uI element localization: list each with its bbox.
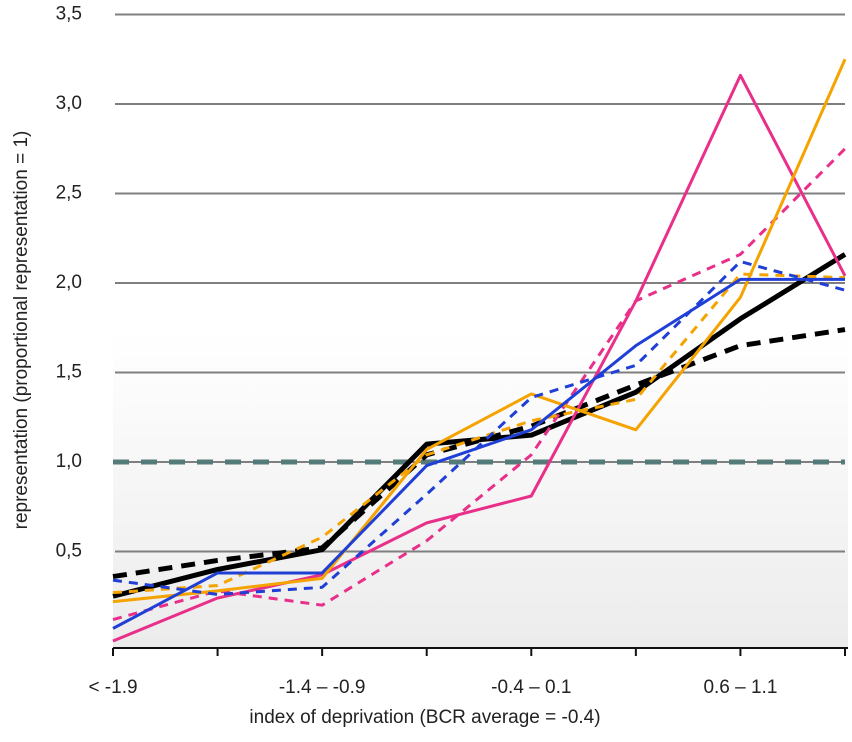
y-tick-label: 1,5 <box>56 362 82 383</box>
y-tick-label: 1,0 <box>56 451 82 472</box>
y-tick-label: 3,5 <box>56 4 82 25</box>
series-line <box>112 327 846 580</box>
series-line <box>112 58 847 604</box>
y-axis-label: representation (proportional representat… <box>11 131 32 530</box>
y-tick-label: 3,0 <box>56 93 82 114</box>
x-tick-label: < -1.9 <box>88 677 137 698</box>
x-tick-label: -1.4 – -0.9 <box>279 677 366 698</box>
plot-background <box>113 330 848 648</box>
y-tick-label: 0,5 <box>56 541 82 562</box>
series-line <box>112 252 847 599</box>
x-tick-label: -0.4 – 0.1 <box>491 677 571 698</box>
series-line <box>112 73 847 643</box>
x-tick-label: 0.6 – 1.1 <box>703 677 777 698</box>
y-tick-label: 2,5 <box>56 183 82 204</box>
x-axis-label: index of deprivation (BCR average = -0.4… <box>249 707 600 728</box>
series-line <box>112 272 846 595</box>
y-tick-label: 2,0 <box>56 272 82 293</box>
series-line <box>112 260 846 596</box>
series-line <box>112 147 847 621</box>
